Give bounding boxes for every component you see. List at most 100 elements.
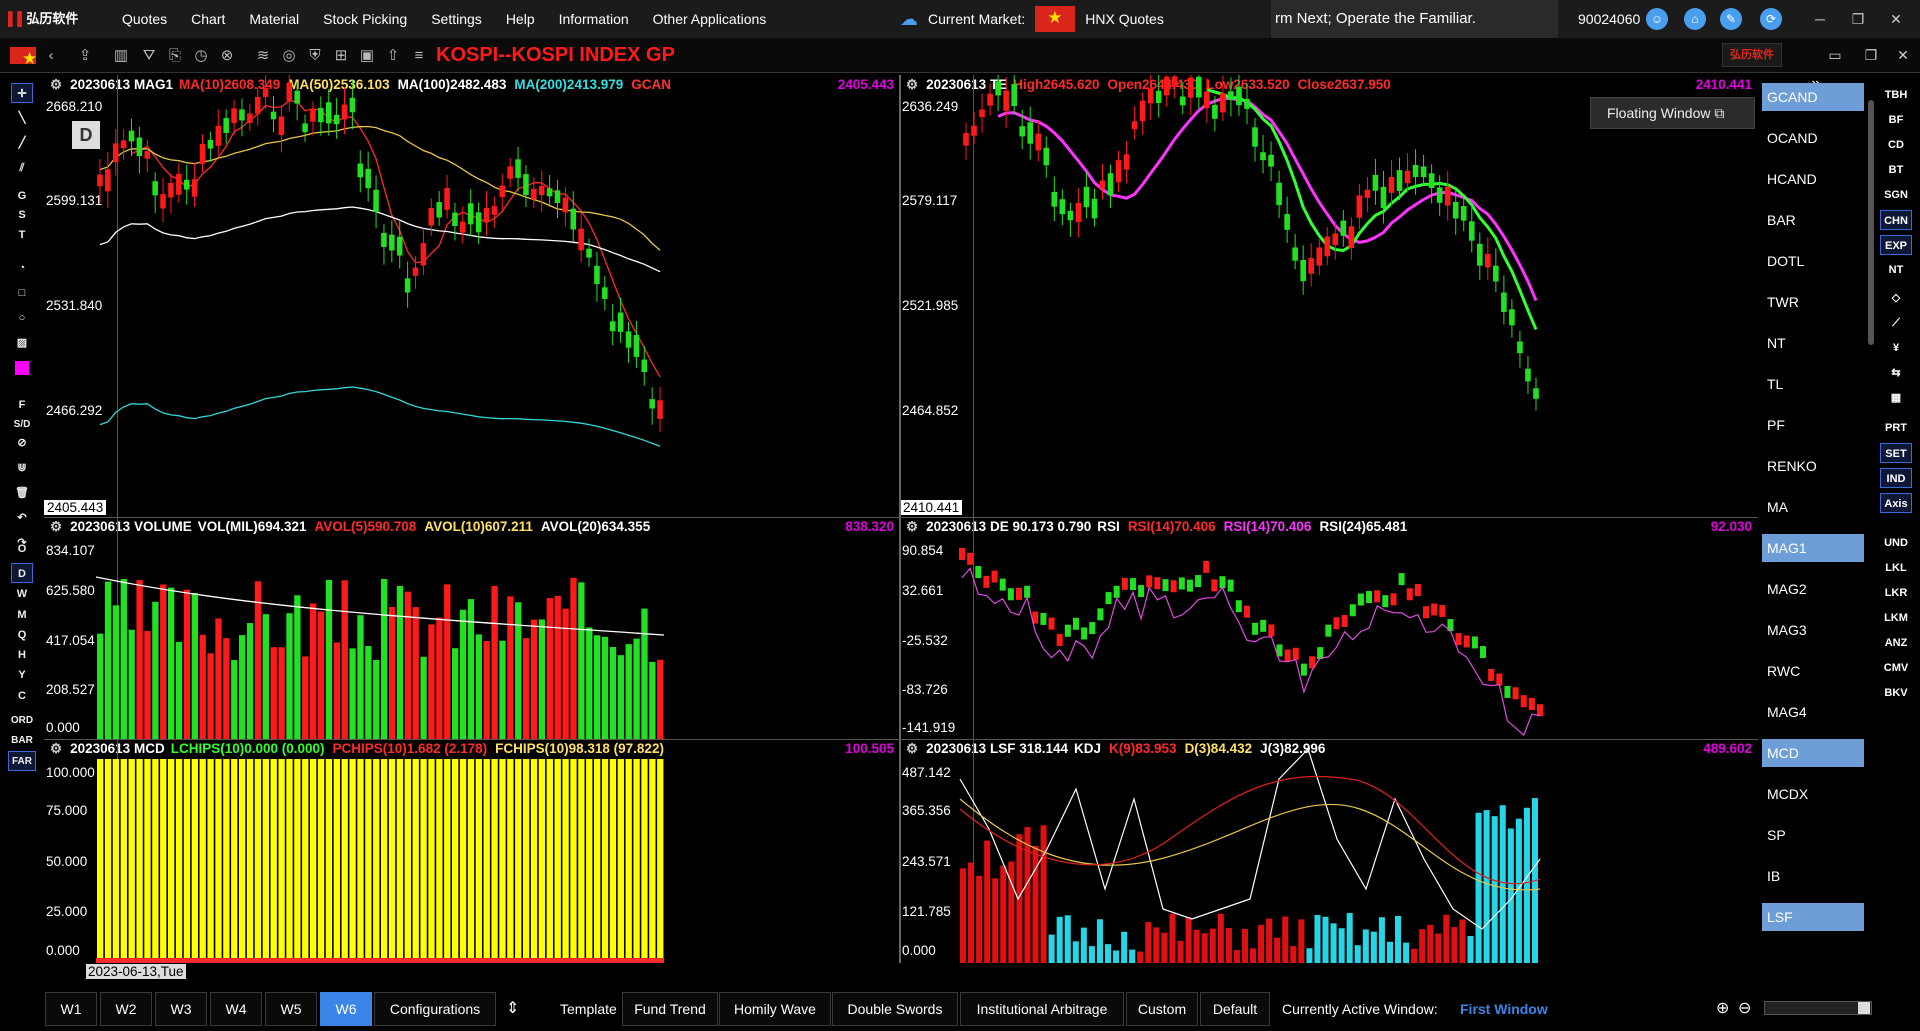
minimize-icon[interactable]: ─ [1815,11,1825,27]
indicator-item[interactable]: BAR [1767,212,1796,228]
color-swatch[interactable] [11,358,33,378]
right-tool-exp[interactable]: EXP [1880,235,1912,255]
window-tab-w1[interactable]: W1 [45,992,97,1026]
market-name[interactable]: HNX Quotes [1085,11,1164,27]
ellipse-icon[interactable]: ○ [18,312,26,324]
zoom-in-icon[interactable]: ⊕ [1716,1000,1730,1017]
window-tab-w4[interactable]: W4 [210,992,262,1026]
right-tool-lkr[interactable]: LKR [1884,587,1908,599]
right-tool-lkm[interactable]: LKM [1884,612,1908,624]
template-tab[interactable]: Double Swords [832,992,958,1026]
right-tool-cmv[interactable]: CMV [1883,662,1909,674]
kdj-panel[interactable]: ⚙ 20230613 LSF 318.144 KDJ K(9)83.953 D(3)84… [900,739,1758,963]
template-tab[interactable]: Homily Wave [719,992,831,1026]
right-tool-sgn[interactable]: SGN [1884,189,1908,201]
right-tool-bt[interactable]: BT [1888,164,1904,176]
cancel-icon[interactable]: ⊗ [220,47,234,64]
window-tab-w5[interactable]: W5 [265,992,317,1026]
right-tool-bkv[interactable]: BKV [1884,687,1908,699]
gear-icon[interactable]: ⚙ [50,519,63,534]
tools-icon[interactable]: ✎ [1720,8,1742,30]
template-tab[interactable]: Institutional Arbitrage [960,992,1124,1026]
configurations-button[interactable]: Configurations [374,992,496,1026]
save-icon[interactable]: ▣ [359,47,375,64]
line-tool-icon[interactable]: ╲ [18,112,26,124]
indicator-item[interactable]: MAG2 [1767,581,1807,597]
tool-c[interactable]: C [18,690,26,702]
gear-icon[interactable]: ⚙ [50,77,63,92]
gear-icon[interactable]: ⚙ [906,519,919,534]
gear-icon[interactable]: ⚙ [906,77,919,92]
refresh-icon[interactable]: ⟳ [1760,8,1782,30]
sort-arrows-icon[interactable]: ⇕ [506,1000,520,1017]
balance-icon[interactable]: ⇆ [1891,367,1901,379]
bar-chart-icon[interactable]: ▥ [113,47,129,64]
chips-panel[interactable]: ⚙ 20230613 MCD LCHIPS(10)0.000 (0.000) PCHI… [44,739,900,963]
home-icon[interactable]: ⌂ [1684,8,1706,30]
tool-y[interactable]: Y [18,669,26,681]
tool-f[interactable]: F [18,399,26,411]
right-tool-ind[interactable]: IND [1880,468,1912,488]
indicator-item[interactable]: DOTL [1767,253,1805,269]
signal-icon[interactable]: ≋ [256,47,270,64]
right-tool-tbh[interactable]: TBH [1884,89,1908,101]
volume-panel[interactable]: ⚙ 20230613 VOLUME VOL(MIL)694.321 AVOL(5)59… [44,517,900,739]
zoom-slider-handle[interactable] [1858,1002,1870,1014]
menu-item[interactable]: Material [249,11,300,27]
undo-icon[interactable]: ↶ [17,512,27,524]
menu-item[interactable]: Settings [431,11,482,27]
indicator-item[interactable]: SP [1767,827,1786,843]
indicator-item[interactable]: TWR [1767,294,1799,310]
menu-item[interactable]: Information [558,11,629,27]
right-tool-chn[interactable]: CHN [1880,210,1912,230]
price-chart-panel-right[interactable]: ⚙20230613 TEHigh2645.620Open2644.430Low2… [900,75,1758,517]
upload-icon[interactable]: ⇪ [78,47,92,64]
menu-item[interactable]: Stock Picking [323,11,408,27]
indicator-item[interactable]: MAG4 [1767,704,1807,720]
shield-icon[interactable]: ⛨ [309,47,321,64]
indicator-item[interactable]: GCAND [1762,83,1864,111]
template-tab[interactable]: Fund Trend [622,992,718,1026]
menu-item[interactable]: Quotes [122,11,168,27]
indicator-item[interactable]: IB [1767,868,1781,884]
right-tool-nt[interactable]: NT [1888,264,1904,276]
panel-divider[interactable] [899,75,901,963]
menu-item[interactable]: Chart [191,11,226,27]
gear-icon[interactable]: ⚙ [50,741,63,756]
tool-h[interactable]: H [18,649,26,661]
redo-icon[interactable]: ↷ [17,537,27,549]
indicator-item[interactable]: TL [1767,376,1784,392]
indicator-item[interactable]: RENKO [1767,458,1817,474]
tool-q[interactable]: Q [17,629,27,641]
right-tool-anz[interactable]: ANZ [1884,637,1908,649]
right-tool-lkl[interactable]: LKL [1885,562,1907,574]
template-tab[interactable]: Custom [1126,992,1198,1026]
menu-item[interactable]: Other Applications [652,11,767,27]
indicator-item[interactable]: PF [1767,417,1785,433]
export-icon[interactable]: ⇧ [386,47,400,64]
hide-icon[interactable]: ⊘ [17,437,27,449]
indicator-item[interactable]: MCD [1762,739,1864,767]
indicator-scrollbar[interactable] [1868,100,1874,345]
indicator-item[interactable]: NT [1767,335,1786,351]
indicator-item[interactable]: HCAND [1767,171,1817,187]
layers-icon[interactable]: ≡ [414,47,424,64]
circle-arrow-icon[interactable]: ◔ [18,262,26,274]
indicator-item[interactable]: LSF [1762,903,1864,931]
trend-icon[interactable]: ⟋ [1892,317,1900,329]
add-icon[interactable]: ⊞ [334,47,348,64]
yen-icon[interactable]: ¥ [1892,342,1900,354]
tool-m[interactable]: M [17,609,27,621]
indicator-item[interactable]: MA [1767,499,1788,515]
tool-d[interactable]: D [11,563,33,583]
magnet-icon[interactable]: ⋓ [17,462,27,474]
price-chart-panel-left[interactable]: ⚙ 20230613 MAG1 MA(10)2608.349 MA(50)2536.1… [44,75,900,517]
window-tab-w3[interactable]: W3 [155,992,207,1026]
filter-icon[interactable]: ⛛ [142,47,156,64]
back-icon[interactable]: ‹ [48,47,54,64]
hatch-icon[interactable]: ▨ [16,337,28,349]
restore-icon[interactable]: ❐ [1851,11,1865,27]
indicator-item[interactable]: OCAND [1767,130,1818,146]
panel-minimize-icon[interactable]: ▭ [1828,47,1842,63]
gear-icon[interactable]: ⚙ [906,741,919,756]
